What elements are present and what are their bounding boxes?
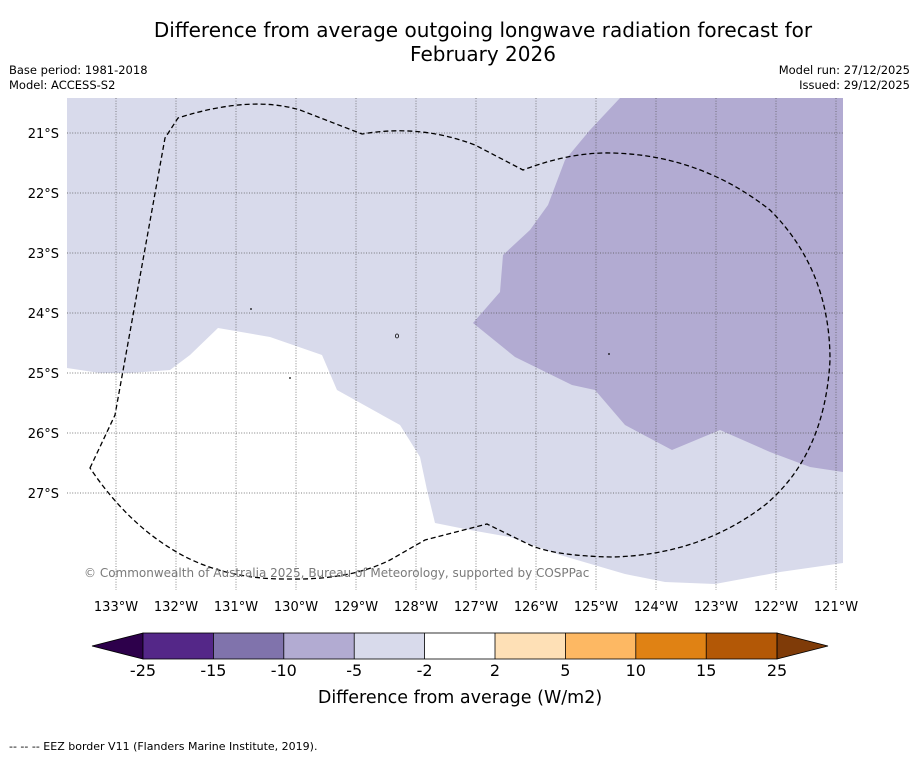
model-run: Model run: 27/12/2025: [778, 63, 910, 77]
lat-label: 22°S: [28, 187, 59, 202]
lon-label: 130°W: [274, 600, 318, 615]
anomaly-region-neg10-neg5: [473, 98, 843, 472]
colorbar-title: Difference from average (W/m2): [318, 688, 602, 708]
title-line-1: Difference from average outgoing longwav…: [153, 18, 813, 42]
colorbar: -25 -15 -10 -5 -2 2 5 10 15 25 Differenc…: [91, 632, 829, 708]
lon-label: 125°W: [574, 600, 618, 615]
eez-border: [89, 103, 831, 580]
meta-right: Model run: 27/12/2025 Issued: 29/12/2025: [779, 63, 910, 93]
colorbar-tick: -15: [200, 661, 226, 680]
copyright-text: © Commonwealth of Australia 2025, Bureau…: [84, 566, 589, 580]
colorbar-tick: 5: [560, 661, 570, 680]
colorbar-bin: [706, 633, 777, 659]
lon-label: 126°W: [514, 600, 558, 615]
colorbar-extend-low: [91, 632, 144, 660]
gridlines: [67, 98, 843, 590]
lon-label: 124°W: [634, 600, 678, 615]
colorbar-tick: 10: [626, 661, 646, 680]
model-name: Model: ACCESS-S2: [9, 78, 116, 92]
lat-label: 26°S: [28, 427, 59, 442]
colorbar-tick: 2: [490, 661, 500, 680]
lon-label: 121°W: [814, 600, 858, 615]
lat-label: 24°S: [28, 307, 59, 322]
colorbar-tick: -25: [130, 661, 156, 680]
lon-label: 133°W: [94, 600, 138, 615]
lat-label: 27°S: [28, 487, 59, 502]
colorbar-bin: [635, 633, 707, 659]
colorbar-tick: -2: [417, 661, 433, 680]
issued-date: Issued: 29/12/2025: [799, 78, 910, 92]
colorbar-bin: [495, 633, 566, 659]
lon-label: 132°W: [154, 600, 198, 615]
colorbar-bin: [143, 633, 214, 659]
colorbar-bin: [424, 633, 495, 659]
longitude-labels: 133°W 132°W 131°W 130°W 129°W 128°W 127°…: [94, 600, 858, 615]
colorbar-tick: -10: [271, 661, 297, 680]
colorbar-bin: [213, 633, 284, 659]
latitude-labels: 21°S 22°S 23°S 24°S 25°S 26°S 27°S: [28, 127, 59, 502]
lat-label: 23°S: [28, 247, 59, 262]
lat-label: 21°S: [28, 127, 59, 142]
meta-left: Base period: 1981-2018 Model: ACCESS-S2: [9, 63, 148, 93]
lon-label: 127°W: [454, 600, 498, 615]
colorbar-tick: 25: [767, 661, 787, 680]
colorbar-tick: -5: [346, 661, 362, 680]
lon-label: 131°W: [214, 600, 258, 615]
chart-title: Difference from average outgoing longwav…: [0, 18, 919, 66]
colorbar-bin: [354, 633, 425, 659]
base-period: Base period: 1981-2018: [9, 63, 148, 77]
colorbar-extend-high: [776, 632, 829, 660]
lat-label: 25°S: [28, 367, 59, 382]
lon-label: 128°W: [394, 600, 438, 615]
island-markers: [250, 308, 610, 379]
colorbar-tick: 15: [696, 661, 716, 680]
lon-label: 122°W: [754, 600, 798, 615]
colorbar-bin: [565, 633, 636, 659]
footnote: -- -- -- EEZ border V11 (Flanders Marine…: [9, 740, 318, 753]
colorbar-bin: [283, 633, 355, 659]
lon-label: 123°W: [694, 600, 738, 615]
lon-label: 129°W: [334, 600, 378, 615]
title-line-2: February 2026: [410, 42, 556, 66]
